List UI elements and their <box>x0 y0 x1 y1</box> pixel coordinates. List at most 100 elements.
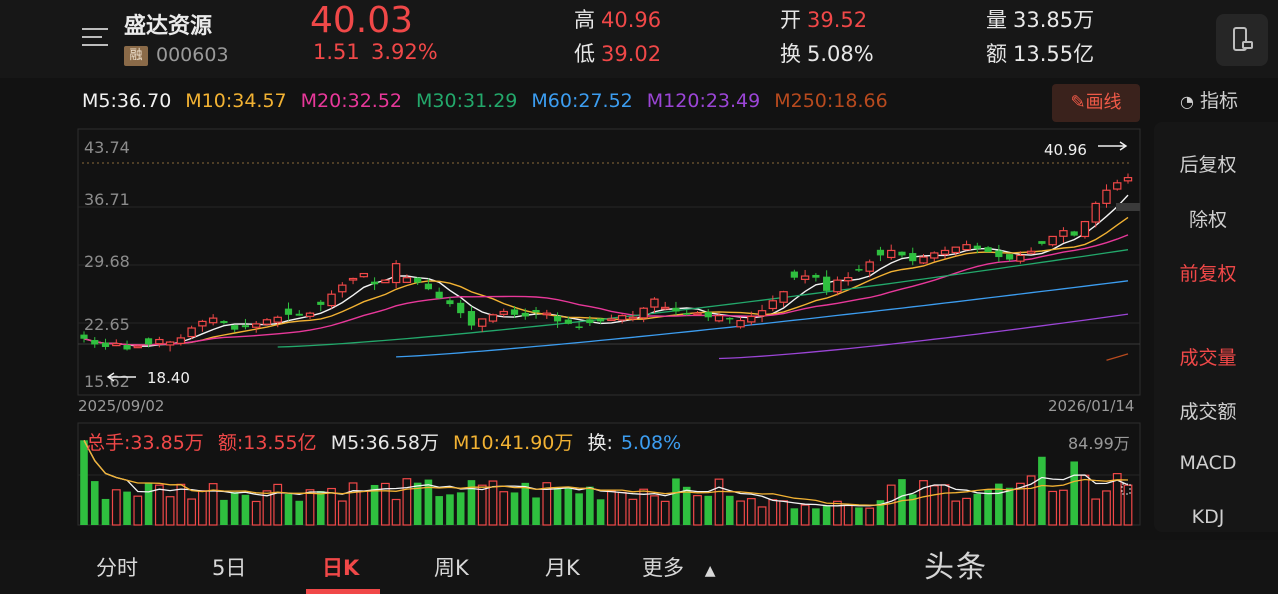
volume-bar <box>704 495 713 525</box>
volume-bar <box>973 493 982 525</box>
draw-line-button[interactable]: ✎画线 <box>1052 84 1140 122</box>
candle <box>726 317 734 324</box>
ma-line <box>718 313 1129 360</box>
volume-bar <box>402 478 412 526</box>
low-value: 39.02 <box>601 42 662 66</box>
candle <box>198 319 207 332</box>
amount-field: 额 13.55亿 <box>986 38 1094 68</box>
tab-weekly-k[interactable]: 周K <box>434 556 469 580</box>
active-tab-indicator <box>306 589 380 594</box>
candle <box>919 254 928 264</box>
side-item-volume[interactable]: 成交量 <box>1179 347 1237 369</box>
side-item-ex-rights[interactable]: 除权 <box>1188 209 1227 231</box>
candle <box>779 290 788 307</box>
tab-monthly-k[interactable]: 月K <box>545 556 580 580</box>
candle <box>499 308 508 317</box>
side-item-amount[interactable]: 成交额 <box>1179 401 1237 423</box>
volume-bar <box>564 487 573 525</box>
volume-bar <box>197 490 207 526</box>
ma-legend-item: M60:27.52 <box>531 90 633 112</box>
volume-bar <box>951 500 961 526</box>
volume-bar <box>800 504 810 526</box>
volume-bar <box>424 479 433 525</box>
candle <box>338 282 347 298</box>
volume-bar <box>768 499 778 526</box>
tab-more[interactable]: 更多 ▲ <box>642 552 715 582</box>
volume-bar <box>1112 473 1122 526</box>
volume-bar <box>123 491 131 525</box>
volume-bar <box>833 500 842 526</box>
volume-field: 量 33.85万 <box>986 4 1094 34</box>
tab-daily-k[interactable]: 日K <box>322 556 360 580</box>
indicator-button[interactable]: ◔ 指标 <box>1180 86 1238 113</box>
volume-bar <box>1015 482 1025 526</box>
candle <box>672 301 680 316</box>
candle <box>133 345 143 349</box>
side-item-macd[interactable]: MACD <box>1179 452 1237 474</box>
side-item-post-adjusted[interactable]: 后复权 <box>1179 154 1237 176</box>
ma-line <box>83 234 1129 346</box>
volume-bar <box>413 482 422 525</box>
turnover-field: 换 5.08% <box>780 38 874 68</box>
high-label: 高 <box>574 8 595 32</box>
ma-line <box>83 194 1129 347</box>
candle <box>208 314 218 326</box>
side-item-pre-adjusted[interactable]: 前复权 <box>1179 263 1237 285</box>
x-start-date: 2025/09/02 <box>78 397 164 415</box>
candle <box>176 334 186 346</box>
margin-badge: 融 <box>124 46 148 66</box>
indicator-side-panel: 后复权 除权 前复权 成交量 成交额 MACD KDJ <box>1154 122 1278 532</box>
volume-bar <box>1080 474 1090 526</box>
volume-bar <box>660 500 670 526</box>
tab-intraday[interactable]: 分时 <box>96 556 138 580</box>
period-tab-bar <box>0 540 1278 594</box>
candle <box>887 244 896 260</box>
screen-mode-button[interactable] <box>1216 14 1268 66</box>
kline-chart[interactable]: 43.74 36.71 29.68 22.65 15.62 2025/09/02… <box>0 125 1150 540</box>
open-value: 39.52 <box>807 8 868 32</box>
ma-legend-item: M10:34.57 <box>185 90 287 112</box>
candle <box>91 337 99 348</box>
candle <box>1102 184 1111 208</box>
candle <box>951 246 960 256</box>
candle <box>930 251 939 262</box>
candle <box>446 297 454 307</box>
candle <box>532 306 540 319</box>
volume-bar <box>940 484 950 526</box>
volume-bar <box>230 492 239 525</box>
volume-bar <box>822 505 831 525</box>
volume-bar <box>586 486 594 525</box>
candle <box>617 314 627 324</box>
volume-bar <box>843 504 853 526</box>
candle <box>628 310 638 322</box>
candle <box>660 301 670 310</box>
candle <box>381 279 390 284</box>
indicator-label: 指标 <box>1200 90 1239 112</box>
candle <box>220 320 228 325</box>
low-marker-arrow-icon <box>106 372 136 382</box>
volume-bar <box>262 490 272 526</box>
volume-bar <box>855 507 863 525</box>
ma-legend: M5:36.70 M10:34.57 M20:32.52 M30:31.29 M60:2… <box>82 90 902 112</box>
volume-turnover: 换: 5.08% <box>587 432 689 454</box>
phone-rotate-icon <box>1233 27 1253 51</box>
quote-header <box>0 0 1278 78</box>
crosshair-marker <box>1121 483 1131 495</box>
volume-bar <box>327 487 336 526</box>
amount-value: 13.55亿 <box>1013 42 1095 66</box>
volume-bar <box>606 490 616 526</box>
pen-icon: ✎ <box>1070 92 1086 113</box>
volume-bar <box>1026 475 1036 526</box>
volume-bar <box>865 507 875 526</box>
side-item-kdj[interactable]: KDJ <box>1191 506 1225 528</box>
candle <box>1048 235 1057 247</box>
tab-5day[interactable]: 5日 <box>212 556 247 580</box>
y-tick-label: 36.71 <box>84 190 130 209</box>
candle <box>586 316 594 326</box>
candle <box>542 309 552 319</box>
volume-bar <box>650 495 659 526</box>
price-tag <box>1116 203 1140 211</box>
candle <box>370 277 379 291</box>
volume-bar <box>1038 456 1046 525</box>
menu-icon[interactable] <box>82 26 110 48</box>
